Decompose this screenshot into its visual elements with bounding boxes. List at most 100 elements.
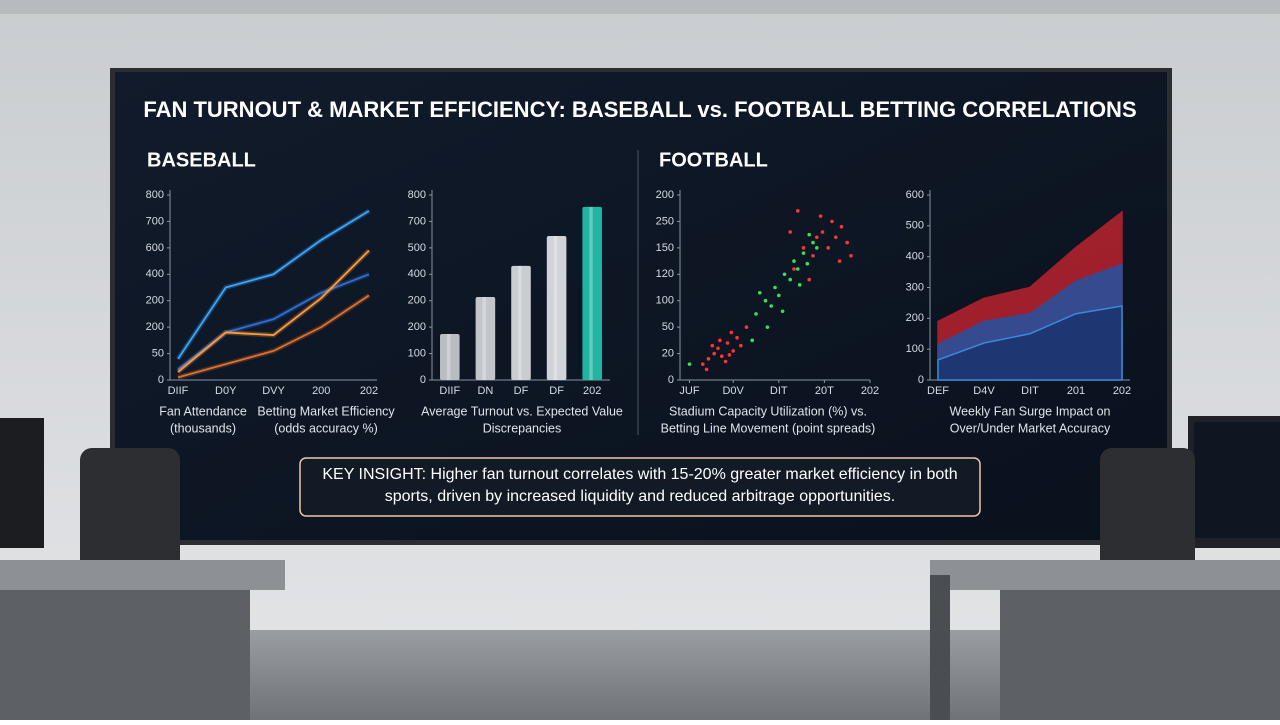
x-tick-label: 201 xyxy=(1067,385,1085,397)
bar xyxy=(475,297,496,380)
title: FAN TURNOUT & MARKET EFFICIENCY: BASEBAL… xyxy=(143,97,1136,122)
x-tick-label: 202 xyxy=(861,385,879,397)
scatter-point xyxy=(797,283,802,287)
bar-shine xyxy=(553,235,558,380)
scatter-point xyxy=(773,285,777,290)
x-tick-label: DVY xyxy=(262,385,285,397)
scatter-point xyxy=(750,338,754,343)
desk-left-body xyxy=(0,590,250,720)
y-tick-label: 500 xyxy=(408,242,426,254)
x-tick-label: D0V xyxy=(722,385,744,397)
desk-left-top xyxy=(0,560,285,590)
y-tick-label: 150 xyxy=(656,242,674,254)
y-tick-label: 200 xyxy=(408,321,426,333)
scatter-point xyxy=(712,351,716,356)
scatter-point xyxy=(805,261,810,266)
scatter-point xyxy=(811,253,815,258)
x-tick-label: 20T xyxy=(815,385,834,397)
ceiling xyxy=(0,0,1280,14)
bar xyxy=(440,334,460,380)
scatter-point xyxy=(837,259,842,263)
bar-shine xyxy=(589,206,593,380)
x-tick-label: DF xyxy=(549,385,564,397)
y-tick-label: 700 xyxy=(146,215,164,227)
section-heading: BASEBALL xyxy=(147,149,256,171)
insight-holder: KEY INSIGHT: Higher fan turnout correlat… xyxy=(322,466,957,505)
area xyxy=(937,305,1123,381)
x-tick-label: 200 xyxy=(312,385,330,397)
scatter-point xyxy=(763,298,768,303)
scatter-point xyxy=(815,246,819,250)
line xyxy=(177,249,370,373)
y-tick-label: 50 xyxy=(662,321,674,333)
x-tick-label: D4V xyxy=(973,385,995,397)
scatter-point xyxy=(834,235,838,240)
caption: (odds accuracy %) xyxy=(274,421,378,435)
y-tick-label: 100 xyxy=(408,347,426,359)
x-tick-label: DEF xyxy=(927,385,949,397)
y-tick-label: 100 xyxy=(906,343,924,355)
caption: Fan Attendance xyxy=(159,404,247,418)
x-tick-label: DIT xyxy=(770,385,788,397)
scatter-point xyxy=(849,253,853,258)
scatter-point xyxy=(727,353,732,357)
bar xyxy=(511,265,531,380)
x-tick-label: DIIF xyxy=(439,385,460,397)
line xyxy=(177,294,370,379)
scatter-point xyxy=(725,341,730,345)
scatter-point xyxy=(739,343,743,348)
x-tick-label: JUF xyxy=(679,385,699,397)
scatter-point xyxy=(796,267,800,271)
y-tick-label: 300 xyxy=(906,281,924,293)
y-tick-label: 400 xyxy=(408,268,426,280)
scatter-point xyxy=(788,230,792,234)
scatter-point xyxy=(801,251,806,255)
y-tick-label: 600 xyxy=(146,242,164,254)
x-tick-label: 202 xyxy=(1113,385,1131,397)
scatter-point xyxy=(777,293,781,298)
x-tick-label: DIT xyxy=(1021,385,1039,397)
y-tick-label: 120 xyxy=(656,268,674,280)
caption: Average Turnout vs. Expected Value xyxy=(421,404,623,418)
scatter-point xyxy=(811,240,815,245)
scatter-point xyxy=(704,367,709,372)
y-tick-label: 20 xyxy=(662,347,674,359)
scatter-point xyxy=(754,312,758,316)
y-tick-label: 100 xyxy=(656,295,674,307)
chair-left xyxy=(80,448,180,578)
caption: Betting Market Efficiency xyxy=(257,404,395,418)
scatter-point xyxy=(788,277,792,282)
y-tick-label: 0 xyxy=(158,374,164,386)
scatter-point xyxy=(839,224,844,229)
monitor-left xyxy=(0,418,44,548)
desk-right-leg xyxy=(930,575,950,720)
scatter-point xyxy=(735,335,739,340)
scatter-point xyxy=(818,214,823,218)
y-tick-label: 200 xyxy=(146,295,164,307)
scatter-point xyxy=(845,240,849,245)
insight-box xyxy=(299,457,981,517)
y-tick-label: 0 xyxy=(668,374,674,386)
y-tick-label: 800 xyxy=(146,189,164,201)
scatter-point xyxy=(801,246,806,250)
y-tick-label: 700 xyxy=(408,215,426,227)
scatter-point xyxy=(765,325,770,329)
y-tick-label: 200 xyxy=(146,321,164,333)
caption: Betting Line Movement (point spreads) xyxy=(661,421,876,435)
scatter-point xyxy=(796,209,800,213)
x-tick-label: 202 xyxy=(583,385,601,397)
scatter-point xyxy=(744,325,749,329)
x-tick-label: DIIF xyxy=(168,385,189,397)
scatter-point xyxy=(729,330,734,335)
y-tick-label: 200 xyxy=(656,189,674,201)
y-tick-label: 400 xyxy=(146,268,164,280)
x-tick-label: D0Y xyxy=(215,385,237,397)
y-tick-label: 200 xyxy=(408,295,426,307)
caption: (thousands) xyxy=(170,421,236,435)
scatter-point xyxy=(815,235,819,240)
scatter-point xyxy=(706,357,711,361)
scatter-point xyxy=(807,277,811,282)
scatter-point xyxy=(820,230,825,234)
